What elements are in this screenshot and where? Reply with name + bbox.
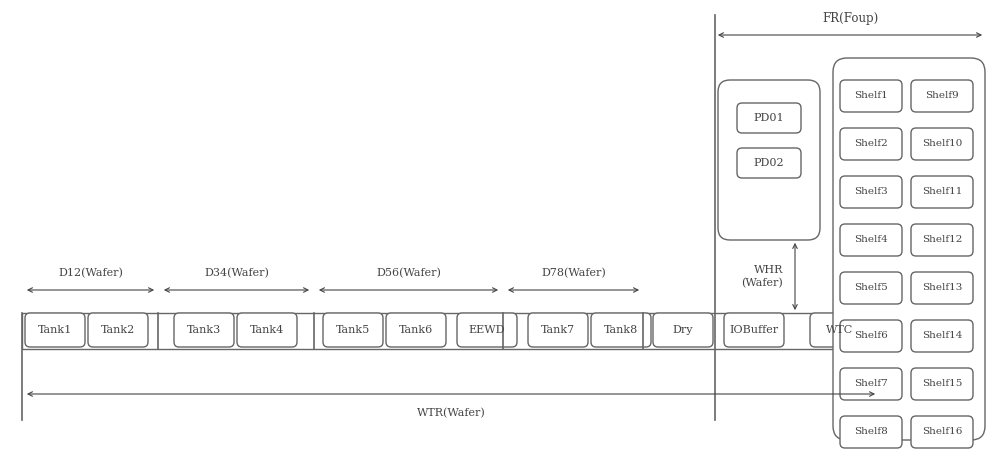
FancyBboxPatch shape [911, 224, 973, 256]
Text: EEWD: EEWD [469, 325, 505, 335]
Text: WTC: WTC [826, 325, 854, 335]
FancyBboxPatch shape [737, 103, 801, 133]
Bar [22, 313, 878, 349]
FancyBboxPatch shape [911, 368, 973, 400]
Text: PD01: PD01 [754, 113, 784, 123]
FancyBboxPatch shape [737, 148, 801, 178]
Text: FR(Foup): FR(Foup) [822, 12, 878, 25]
Text: Shelf7: Shelf7 [854, 379, 888, 389]
FancyBboxPatch shape [840, 320, 902, 352]
FancyBboxPatch shape [653, 313, 713, 347]
FancyBboxPatch shape [911, 272, 973, 304]
Text: Tank4: Tank4 [250, 325, 284, 335]
Text: Tank7: Tank7 [541, 325, 575, 335]
FancyBboxPatch shape [591, 313, 651, 347]
FancyBboxPatch shape [911, 416, 973, 448]
FancyBboxPatch shape [457, 313, 517, 347]
Text: Shelf1: Shelf1 [854, 91, 888, 100]
Text: Shelf14: Shelf14 [922, 331, 962, 341]
Text: Tank5: Tank5 [336, 325, 370, 335]
FancyBboxPatch shape [25, 313, 85, 347]
Text: D12(Wafer): D12(Wafer) [58, 268, 123, 278]
Text: Shelf12: Shelf12 [922, 236, 962, 244]
Text: Shelf3: Shelf3 [854, 188, 888, 196]
Text: Shelf2: Shelf2 [854, 140, 888, 148]
Text: Tank6: Tank6 [399, 325, 433, 335]
FancyBboxPatch shape [911, 320, 973, 352]
Text: WHR
(Wafer): WHR (Wafer) [741, 265, 783, 288]
FancyBboxPatch shape [323, 313, 383, 347]
FancyBboxPatch shape [88, 313, 148, 347]
FancyBboxPatch shape [840, 80, 902, 112]
FancyBboxPatch shape [840, 128, 902, 160]
FancyBboxPatch shape [528, 313, 588, 347]
Text: D78(Wafer): D78(Wafer) [541, 268, 606, 278]
Text: Tank8: Tank8 [604, 325, 638, 335]
FancyBboxPatch shape [840, 368, 902, 400]
Text: Shelf15: Shelf15 [922, 379, 962, 389]
Text: Tank2: Tank2 [101, 325, 135, 335]
FancyBboxPatch shape [174, 313, 234, 347]
Text: Tank1: Tank1 [38, 325, 72, 335]
Text: WTR(Wafer): WTR(Wafer) [417, 408, 485, 418]
FancyBboxPatch shape [810, 313, 870, 347]
FancyBboxPatch shape [386, 313, 446, 347]
FancyBboxPatch shape [911, 128, 973, 160]
Text: Tank3: Tank3 [187, 325, 221, 335]
FancyBboxPatch shape [237, 313, 297, 347]
FancyBboxPatch shape [840, 176, 902, 208]
FancyBboxPatch shape [833, 58, 985, 440]
Text: Shelf4: Shelf4 [854, 236, 888, 244]
Text: Shelf13: Shelf13 [922, 284, 962, 292]
Text: Shelf11: Shelf11 [922, 188, 962, 196]
Text: Shelf16: Shelf16 [922, 427, 962, 437]
FancyBboxPatch shape [840, 224, 902, 256]
FancyBboxPatch shape [911, 176, 973, 208]
Text: Shelf6: Shelf6 [854, 331, 888, 341]
Text: IOBuffer: IOBuffer [729, 325, 779, 335]
Text: Shelf5: Shelf5 [854, 284, 888, 292]
Text: Shelf9: Shelf9 [925, 91, 959, 100]
Text: Dry: Dry [673, 325, 693, 335]
FancyBboxPatch shape [911, 80, 973, 112]
Text: Shelf10: Shelf10 [922, 140, 962, 148]
Text: PD02: PD02 [754, 158, 784, 168]
Text: Shelf8: Shelf8 [854, 427, 888, 437]
FancyBboxPatch shape [840, 272, 902, 304]
FancyBboxPatch shape [718, 80, 820, 240]
FancyBboxPatch shape [840, 416, 902, 448]
Text: D34(Wafer): D34(Wafer) [204, 268, 269, 278]
Text: D56(Wafer): D56(Wafer) [376, 268, 441, 278]
FancyBboxPatch shape [724, 313, 784, 347]
